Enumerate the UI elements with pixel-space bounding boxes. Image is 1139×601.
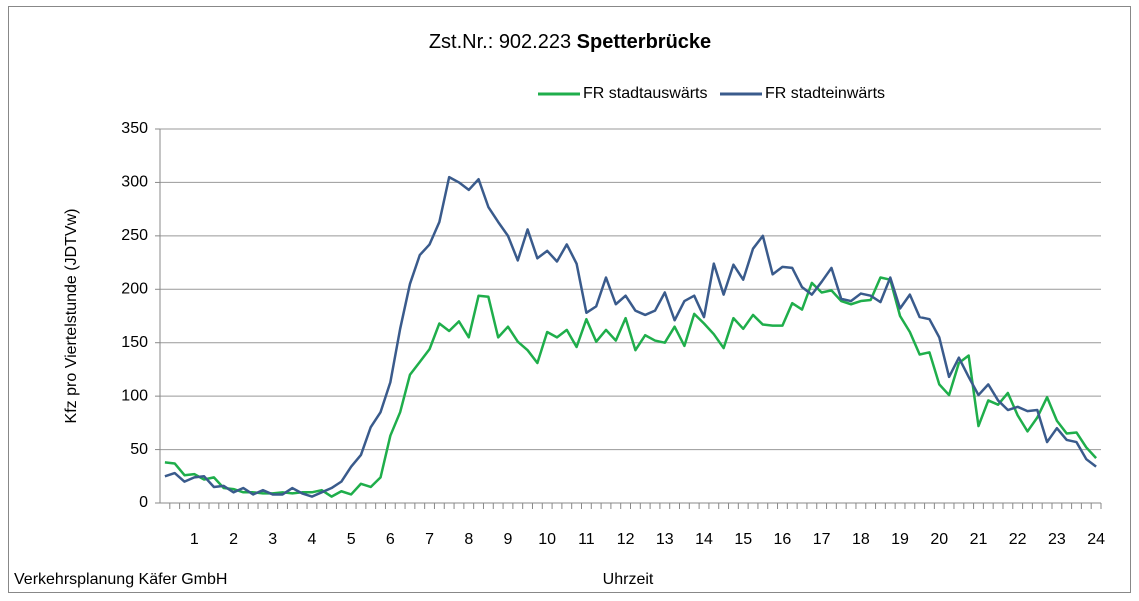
y-tick-label: 250 — [121, 227, 148, 244]
x-tick-label: 24 — [1087, 531, 1105, 548]
x-tick-label: 23 — [1048, 531, 1066, 548]
y-axis-label: Kfz pro Viertelstunde (JDTVw) — [63, 209, 80, 424]
frame — [8, 6, 1131, 593]
x-tick-label: 6 — [386, 531, 395, 548]
x-tick-label: 19 — [891, 531, 909, 548]
series-line — [164, 276, 1098, 498]
legend-label: FR stadtauswärts — [583, 85, 707, 102]
y-tick-label: 50 — [130, 441, 148, 458]
series-line — [164, 175, 1097, 498]
legend-label: FR stadteinwärts — [765, 85, 885, 102]
x-tick-label: 18 — [852, 531, 870, 548]
y-tick-label: 300 — [121, 174, 148, 191]
chart-title: Zst.Nr.: 902.223 Spetterbrücke — [429, 31, 711, 53]
y-tick-label: 150 — [121, 334, 148, 351]
x-tick-label: 14 — [695, 531, 713, 548]
x-tick-label: 1 — [190, 531, 199, 548]
x-tick-label: 8 — [464, 531, 473, 548]
title-text: Zst.Nr.: 902.223 — [429, 31, 571, 53]
y-tick-label: 200 — [121, 281, 148, 298]
y-tick-label: 100 — [121, 387, 148, 404]
footer: Verkehrsplanung Käfer GmbH — [14, 571, 227, 588]
title-bold: Spetterbrücke — [577, 31, 712, 53]
x-tick-label: 12 — [617, 531, 635, 548]
x-tick-label: 22 — [1009, 531, 1027, 548]
x-tick-label: 2 — [229, 531, 238, 548]
x-tick-label: 20 — [930, 531, 948, 548]
x-tick-label: 3 — [268, 531, 277, 548]
x-tick-label: 15 — [734, 531, 752, 548]
x-tick-label: 13 — [656, 531, 674, 548]
x-tick-label: 11 — [578, 531, 595, 548]
x-tick-label: 7 — [425, 531, 434, 548]
x-tick-label: 10 — [538, 531, 556, 548]
x-tick-label: 17 — [813, 531, 831, 548]
x-tick-label: 4 — [307, 531, 316, 548]
x-axis-label: Uhrzeit — [603, 571, 654, 588]
x-tick-label: 9 — [504, 531, 513, 548]
y-tick-label: 350 — [121, 120, 148, 137]
x-tick-label: 21 — [970, 531, 988, 548]
x-tick-label: 5 — [347, 531, 356, 548]
y-tick-label: 0 — [139, 494, 148, 511]
x-tick-label: 16 — [774, 531, 792, 548]
